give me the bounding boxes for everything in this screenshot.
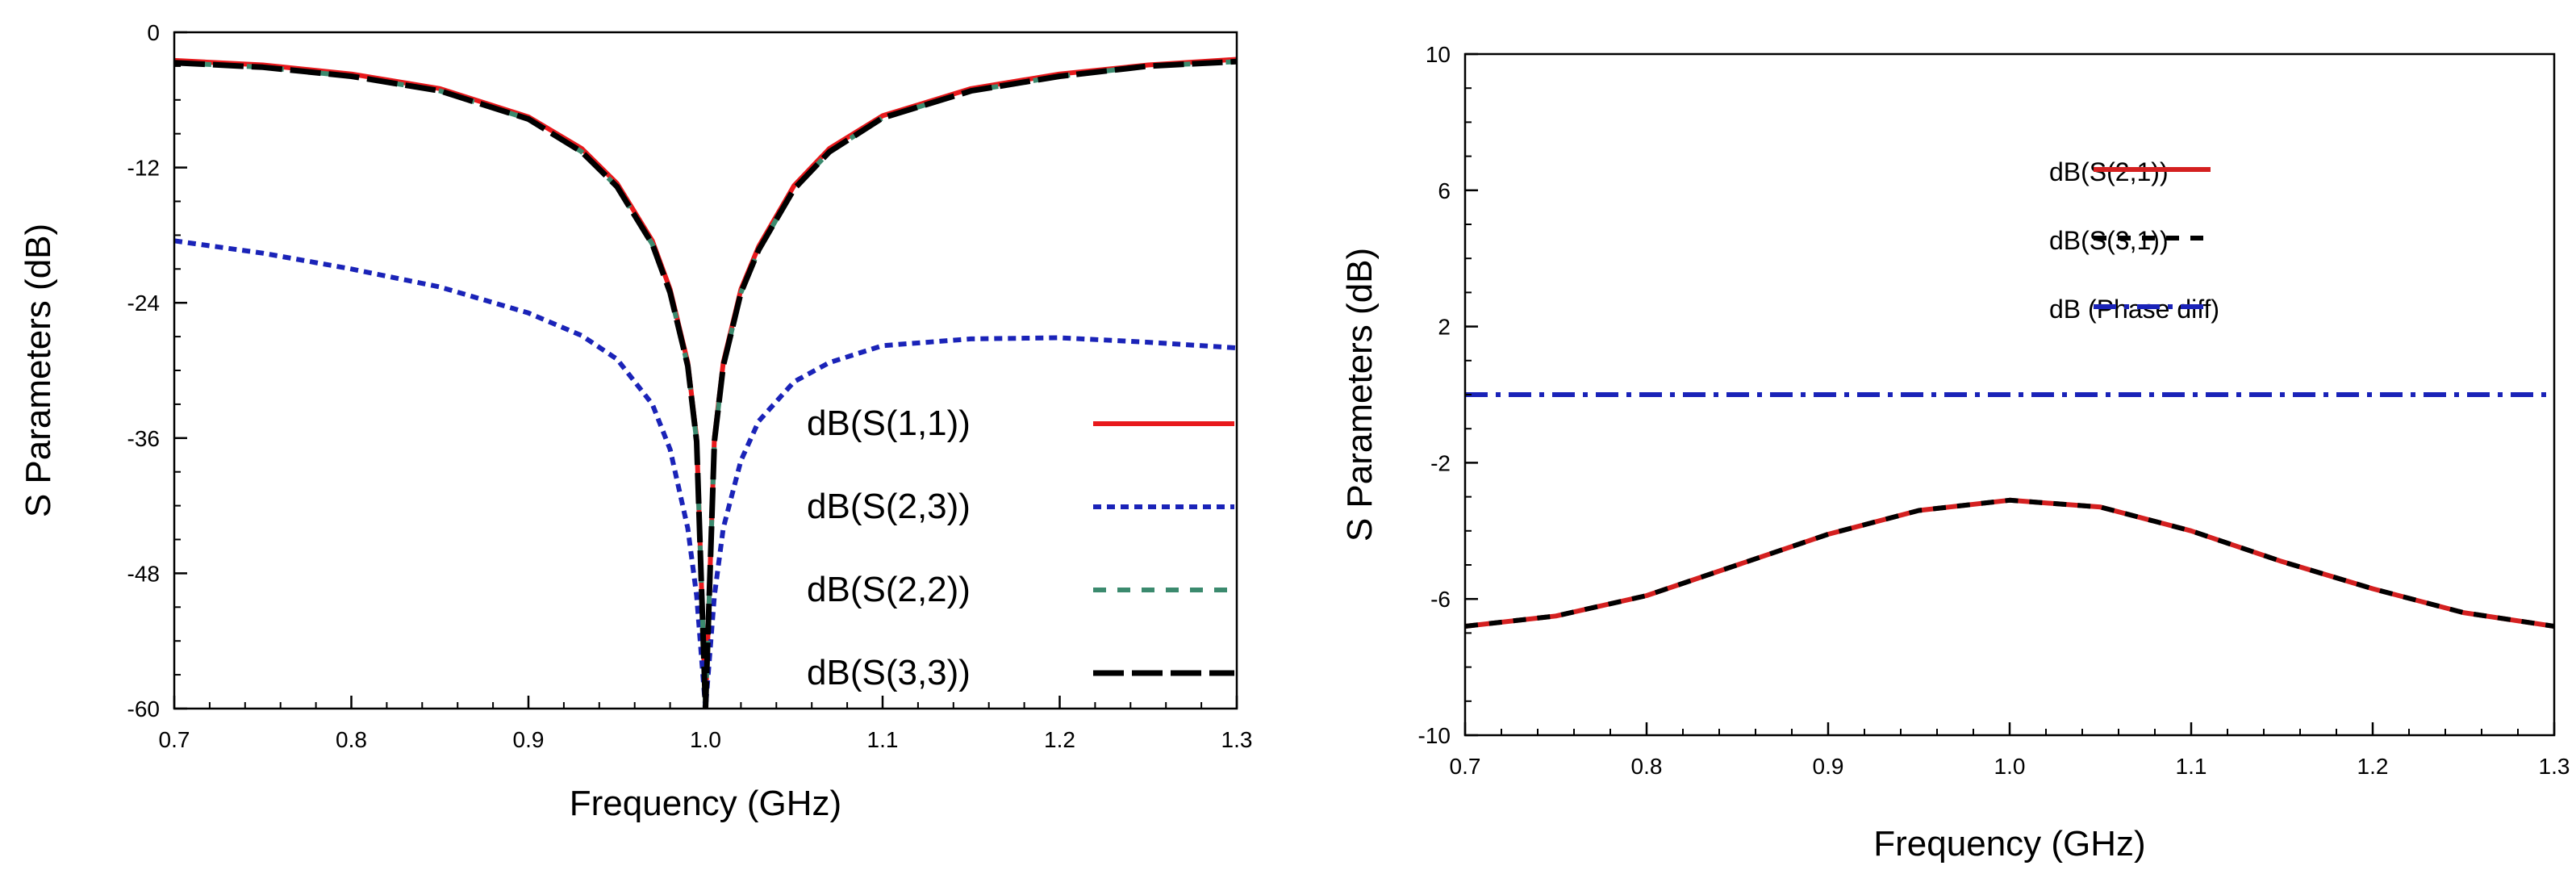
chart-right-ticks: 0.7 0.8 0.9 1.0 1.1 1.2 1.3 10 6 2 -2 -6 -10 (1418, 42, 2570, 779)
chart-right-series-0-line (1465, 497, 2554, 629)
chart-left-legend-label-0: dB(S(1,1)) (807, 404, 971, 443)
chart-right-x-tick-label: 1.2 (2357, 754, 2389, 779)
chart-left-y-tick-label: 0 (147, 20, 160, 45)
chart-left-y-tick-label: -36 (127, 426, 160, 451)
chart-right-x-tick-label: 0.9 (1813, 754, 1844, 779)
chart-right-y-axis-label: S Parameters (dB) (1340, 248, 1380, 542)
chart-left-y-tick-label: -48 (127, 561, 160, 586)
chart-right-legend: dB(S(2,1))dB(S(3,1))dB (Phase diff) (2049, 157, 2219, 324)
chart-right-x-tick-label: 1.1 (2176, 754, 2207, 779)
chart-right-y-tick-label: 6 (1438, 178, 1451, 203)
chart-right-y-tick-label: -10 (1418, 723, 1451, 748)
chart-right-y-tick-label: 10 (1426, 42, 1451, 67)
chart-left-series-0-line (174, 56, 1237, 709)
chart-left-x-tick-label: 1.3 (1221, 727, 1253, 752)
chart-right-y-tick-label: -6 (1430, 587, 1451, 612)
chart-right-y-tick-label: -2 (1430, 450, 1451, 475)
chart-left-y-tick-label: -60 (127, 696, 160, 721)
chart-right-curves (1465, 392, 2554, 629)
chart-right-y-tick-label: 2 (1438, 315, 1451, 340)
chart-right-x-tick-label: 0.8 (1631, 754, 1663, 779)
chart-left-series-3-line (174, 58, 1237, 709)
chart-left-y-axis-label: S Parameters (dB) (19, 224, 58, 517)
chart-left-x-tick-label: 1.2 (1044, 727, 1075, 752)
chart-left-curves (174, 56, 1237, 709)
chart-left-legend-label-2: dB(S(2,2)) (807, 570, 971, 609)
chart-left-x-tick-label: 0.9 (513, 727, 545, 752)
chart-right-x-tick-label: 0.7 (1450, 754, 1481, 779)
chart-right-x-tick-label: 1.0 (1994, 754, 2026, 779)
chart-left-legend: dB(S(1,1)) dB(S(2,3)) dB(S(2,2)) dB(S(3,3)) (807, 404, 1234, 692)
chart-left-plot-frame (173, 31, 1238, 710)
chart-right-x-axis-label: Frequency (GHz) (1873, 824, 2145, 864)
chart-left-x-tick-label: 1.1 (867, 727, 899, 752)
chart-left-legend-label-1: dB(S(2,3)) (807, 487, 971, 526)
chart-right: 0.7 0.8 0.9 1.0 1.1 1.2 1.3 10 6 2 -2 -6 -10 dB(S(2,… (1340, 42, 2570, 864)
chart-left-x-tick-label: 0.8 (336, 727, 367, 752)
chart-left-series-1-line (174, 238, 1237, 709)
chart-left-series-2-line (174, 59, 1237, 709)
chart-left-x-tick-label: 1.0 (690, 727, 721, 752)
chart-left-y-tick-label: -24 (127, 291, 160, 316)
chart-left-x-tick-label: 0.7 (159, 727, 190, 752)
chart-left-ticks: 0.7 0.8 0.9 1.0 1.1 1.2 1.3 0 -12 -24 -36 -48 -60 (127, 20, 1253, 752)
chart-right-series-1-line (1465, 497, 2554, 629)
chart-left-x-axis-label: Frequency (GHz) (570, 784, 841, 823)
chart-left: 0.7 0.8 0.9 1.0 1.1 1.2 1.3 0 -12 -24 -36 -48 -60 dB… (19, 20, 1252, 823)
chart-right-x-tick-label: 1.3 (2539, 754, 2570, 779)
chart-left-legend-label-3: dB(S(3,3)) (807, 653, 971, 692)
chart-left-y-tick-label: -12 (127, 156, 160, 181)
